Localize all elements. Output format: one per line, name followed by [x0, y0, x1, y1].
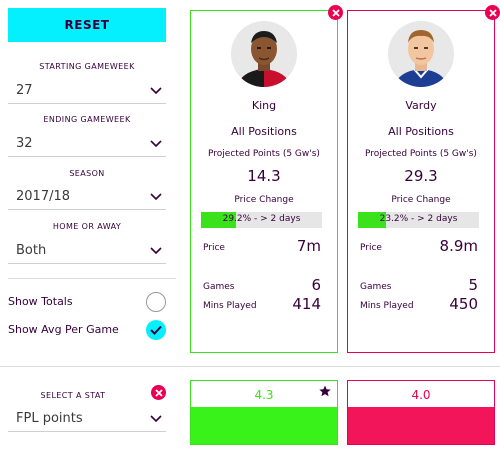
show-avg-radio[interactable]	[146, 320, 166, 340]
price-change-text: 23.2% - > 2 days	[379, 214, 458, 224]
player2-stat-value: 4.0	[411, 388, 431, 402]
star-icon	[319, 385, 331, 397]
projected-points-value: 29.3	[404, 167, 438, 185]
remove-stat-button[interactable]	[151, 385, 166, 400]
show-totals-label: Show Totals	[8, 295, 73, 308]
mins-played-label: Mins Played	[203, 301, 257, 311]
divider	[0, 366, 500, 367]
ending-gameweek-label: ENDING GAMEWEEK	[43, 115, 131, 124]
player-avatar	[388, 21, 454, 87]
price-change-fill	[201, 212, 237, 228]
price-change-text: 29.2% - > 2 days	[222, 214, 301, 224]
price-change-label: Price Change	[391, 195, 451, 205]
games-value: 6	[311, 276, 321, 294]
select-stat-label: SELECT A STAT	[40, 391, 106, 400]
player-card: Vardy All Positions Projected Points (5 …	[347, 5, 500, 353]
player-position: All Positions	[231, 125, 297, 138]
starting-gameweek-select[interactable]: 27	[8, 80, 166, 104]
projected-points-label: Projected Points (5 Gw's)	[365, 149, 477, 159]
games-label: Games	[360, 282, 392, 292]
games-value: 5	[468, 276, 478, 294]
show-totals-radio[interactable]	[146, 292, 166, 312]
price-label: Price	[360, 243, 382, 253]
close-icon	[154, 388, 163, 397]
player-name: King	[251, 99, 277, 112]
chevron-down-icon	[150, 415, 162, 423]
stat-select-value: FPL points	[16, 411, 83, 426]
player-position: All Positions	[388, 125, 454, 138]
ending-gameweek-select[interactable]: 32	[8, 133, 166, 157]
remove-player-button[interactable]	[485, 5, 500, 20]
show-avg-toggle[interactable]: Show Avg Per Game	[8, 320, 168, 342]
starting-gameweek-label: STARTING GAMEWEEK	[39, 62, 135, 71]
player-card: King All Positions Projected Points (5 G…	[190, 5, 343, 353]
price-change-label: Price Change	[234, 195, 294, 205]
check-icon	[150, 325, 162, 335]
home-or-away-value: Both	[16, 243, 47, 258]
divider	[8, 278, 176, 279]
price-change-fill	[358, 212, 387, 228]
home-or-away-label: HOME OR AWAY	[52, 222, 122, 231]
starting-gameweek-value: 27	[16, 83, 33, 98]
chevron-down-icon	[150, 87, 162, 95]
player1-stat-bar	[191, 407, 337, 444]
show-totals-toggle[interactable]: Show Totals	[8, 292, 168, 314]
chevron-down-icon	[150, 193, 162, 201]
player2-stat-box: 4.0	[347, 380, 495, 445]
chevron-down-icon	[150, 140, 162, 148]
projected-points-value: 14.3	[247, 167, 281, 185]
price-change-bar: 29.2% - > 2 days	[201, 212, 322, 228]
show-avg-label: Show Avg Per Game	[8, 323, 119, 336]
price-value: 8.9m	[439, 237, 478, 255]
home-or-away-select[interactable]: Both	[8, 240, 166, 264]
close-icon	[488, 8, 497, 17]
season-value: 2017/18	[16, 189, 71, 204]
close-icon	[331, 8, 340, 17]
season-label: SEASON	[69, 169, 105, 178]
stat-select[interactable]: FPL points	[8, 408, 166, 432]
player-name: Vardy	[405, 99, 437, 112]
mins-played-value: 414	[292, 295, 321, 313]
price-change-bar: 23.2% - > 2 days	[358, 212, 479, 228]
chevron-down-icon	[150, 247, 162, 255]
mins-played-value: 450	[449, 295, 478, 313]
projected-points-label: Projected Points (5 Gw's)	[208, 149, 320, 159]
games-label: Games	[203, 282, 235, 292]
player2-stat-bar	[348, 407, 494, 444]
price-label: Price	[203, 243, 225, 253]
price-value: 7m	[296, 237, 321, 255]
player1-stat-box: 4.3	[190, 380, 338, 445]
player1-stat-value: 4.3	[254, 388, 274, 402]
reset-button[interactable]: RESET	[8, 8, 166, 42]
remove-player-button[interactable]	[328, 5, 343, 20]
mins-played-label: Mins Played	[360, 301, 414, 311]
ending-gameweek-value: 32	[16, 136, 33, 151]
season-select[interactable]: 2017/18	[8, 186, 166, 210]
player-avatar	[231, 21, 297, 87]
